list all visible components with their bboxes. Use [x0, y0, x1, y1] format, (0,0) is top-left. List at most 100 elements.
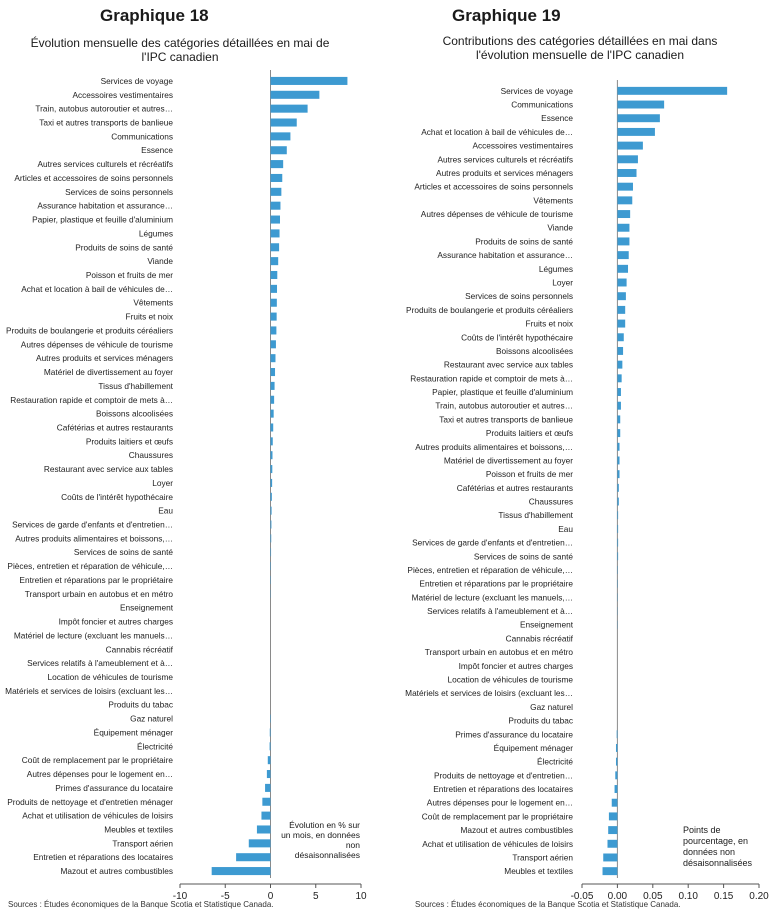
- chart19-category-label: Achat et utilisation de véhicules de loi…: [422, 839, 573, 849]
- chart18-heading: Graphique 18: [100, 6, 209, 25]
- chart18-category-label: Autres services culturels et récréatifs: [37, 159, 173, 169]
- chart18-category-label: Papier, plastique et feuille d'aluminium: [32, 215, 173, 225]
- chart18-svg: Services de voyage Accessoires vestimenta…: [5, 70, 367, 902]
- chart19-category-label: Entretien et réparations par le propriét…: [419, 579, 573, 589]
- chart18-bar: [265, 783, 271, 792]
- chart19-bar: [617, 251, 629, 260]
- chart19-category-label: Eau: [558, 524, 573, 534]
- chart18-category-label: Chaussures: [129, 450, 173, 460]
- chart18-category-label: Articles et accessoires de soins personn…: [14, 173, 173, 183]
- chart19-x-tick-label: 0.00: [608, 891, 628, 902]
- chart18-category-label: Mazout et autres combustibles: [60, 866, 173, 876]
- chart19-category-label: Enseignement: [520, 620, 574, 630]
- chart18-bar: [270, 506, 272, 515]
- chart19-category-label: Train, autobus autoroutier et autres…: [435, 401, 573, 411]
- chart19-annotation-line: pourcentage, en: [683, 836, 749, 846]
- chart18-category-label: Tissus d'habillement: [98, 381, 173, 391]
- chart19-x-tick-label: 0.15: [714, 891, 734, 902]
- chart19-bar: [617, 114, 660, 123]
- chart18-category-label: Entretien et réparations des locataires: [33, 852, 173, 862]
- chart18-category-label: Autres dépenses de véhicule de tourisme: [21, 339, 174, 349]
- chart19-category-label: Tissus d'habillement: [498, 510, 573, 520]
- chart18-bar: [270, 368, 276, 377]
- chart18-x-tick-label: 5: [313, 891, 319, 902]
- chart18-category-label: Entretien et réparations par le propriét…: [19, 575, 173, 585]
- chart19-category-label: Produits de nettoyage et d'entretien…: [434, 770, 573, 780]
- chart19-bar: [615, 771, 618, 780]
- chart19-category-label: Impôt foncier et autres charges: [459, 661, 573, 671]
- chart19-svg: Services de voyage Communications Essence A…: [405, 80, 769, 902]
- chart18-category-label: Services relatifs à l'ameublement et à…: [27, 658, 173, 668]
- chart19-category-label: Entretien et réparations des locataires: [433, 784, 573, 794]
- chart18-bar: [270, 395, 275, 404]
- chart18-bar: [270, 534, 272, 543]
- chart18-category-label: Services de soins de santé: [74, 547, 174, 557]
- chart19-bar: [617, 155, 638, 164]
- chart18-bar: [270, 201, 281, 210]
- chart18-category-label: Matériels et services de loisirs (exclua…: [5, 686, 173, 696]
- chart18-category-label: Services de soins personnels: [65, 187, 173, 197]
- chart19-category-label: Vêtements: [533, 195, 573, 205]
- chart19-category-label: Coût de remplacement par le propriétaire: [422, 811, 574, 821]
- chart18-bar: [270, 437, 273, 446]
- chart19-bar: [617, 374, 622, 383]
- chart18-category-label: Pièces, entretien et réparation de véhic…: [7, 561, 173, 571]
- chart19-category-label: Assurance habitation et assurance…: [437, 250, 573, 260]
- chart19-subtitle-line1: Contributions des catégories détaillées …: [442, 34, 718, 48]
- chart18-bar: [269, 728, 271, 737]
- chart19-category-label: Restaurant avec service aux tables: [444, 360, 573, 370]
- chart19-category-label: Boissons alcoolisées: [496, 346, 573, 356]
- chart19-bar: [617, 346, 624, 355]
- chart18-annotation-line: non: [345, 840, 360, 850]
- chart18-category-label: Train, autobus autoroutier et autres…: [35, 104, 173, 114]
- chart19-category-label: Communications: [511, 100, 573, 110]
- chart19-bar: [614, 785, 618, 793]
- chart18-category-label: Gaz naturel: [130, 714, 173, 724]
- chart18-bar: [269, 742, 271, 751]
- chart18-annotation-line: un mois, en données: [281, 830, 360, 840]
- chart19-category-label: Loyer: [552, 278, 573, 288]
- chart19-heading: Graphique 19: [452, 6, 561, 25]
- chart18-x-tick-label: 10: [355, 891, 367, 902]
- chart19-bar: [617, 483, 619, 492]
- chart18-category-label: Matériel de divertissement au foyer: [44, 367, 173, 377]
- chart19-category-label: Pièces, entretien et réparation de véhic…: [407, 565, 573, 575]
- chart19-category-label: Autres dépenses de véhicule de tourisme: [421, 209, 574, 219]
- chart18-bar: [211, 867, 271, 876]
- chart19-bar: [617, 292, 626, 301]
- chart19-category-label: Services de soins personnels: [465, 291, 573, 301]
- chart18-bar: [270, 160, 284, 169]
- chart18-category-label: Primes d'assurance du locataire: [55, 783, 173, 793]
- chart19-category-label: Matériel de lecture (excluant les manuel…: [412, 592, 573, 602]
- chart18-bar: [270, 76, 348, 85]
- chart18-category-label: Produits de soins de santé: [75, 242, 173, 252]
- chart18-bar: [270, 90, 320, 99]
- chart19-category-label: Viande: [547, 223, 573, 233]
- chart18-category-label: Services de voyage: [101, 76, 174, 86]
- chart18-category-label: Transport urbain en autobus et en métro: [25, 589, 174, 599]
- chart18-bar: [270, 492, 272, 501]
- chart18-category-label: Taxi et autres transports de banlieue: [39, 118, 173, 128]
- chart18-category-label: Électricité: [137, 741, 173, 751]
- chart19-category-label: Produits laitiers et œufs: [486, 428, 573, 438]
- chart18-category-label: Achat et utilisation de véhicules de loi…: [22, 811, 173, 821]
- chart19-x-tick-label: 0.10: [678, 891, 698, 902]
- chart18-bar: [270, 132, 291, 141]
- chart18-category-label: Cannabis récréatif: [106, 644, 174, 654]
- chart19-category-label: Autres produits alimentaires et boissons…: [415, 442, 573, 452]
- chart19-category-label: Produits de boulangerie et produits céré…: [406, 305, 573, 315]
- chart18-category-label: Meubles et textiles: [104, 824, 173, 834]
- chart19-bar: [617, 511, 619, 520]
- chart18-bar: [270, 257, 279, 266]
- chart19-bar: [617, 415, 621, 424]
- chart19-bar: [617, 333, 624, 342]
- chart19-subtitle-line2: l'évolution mensuelle de l'IPC canadien: [475, 48, 685, 62]
- chart18-category-label: Loyer: [152, 478, 173, 488]
- chart18-bar: [270, 229, 280, 238]
- chart19-category-label: Cannabis récréatif: [506, 633, 574, 643]
- chart18-category-label: Assurance habitation et assurance…: [37, 201, 173, 211]
- chart19-category-label: Mazout et autres combustibles: [460, 825, 573, 835]
- chart19-category-label: Produits de soins de santé: [475, 236, 573, 246]
- chart18-category-label: Produits de nettoyage et d'entretien mén…: [7, 797, 173, 807]
- chart19-category-label: Légumes: [539, 264, 573, 274]
